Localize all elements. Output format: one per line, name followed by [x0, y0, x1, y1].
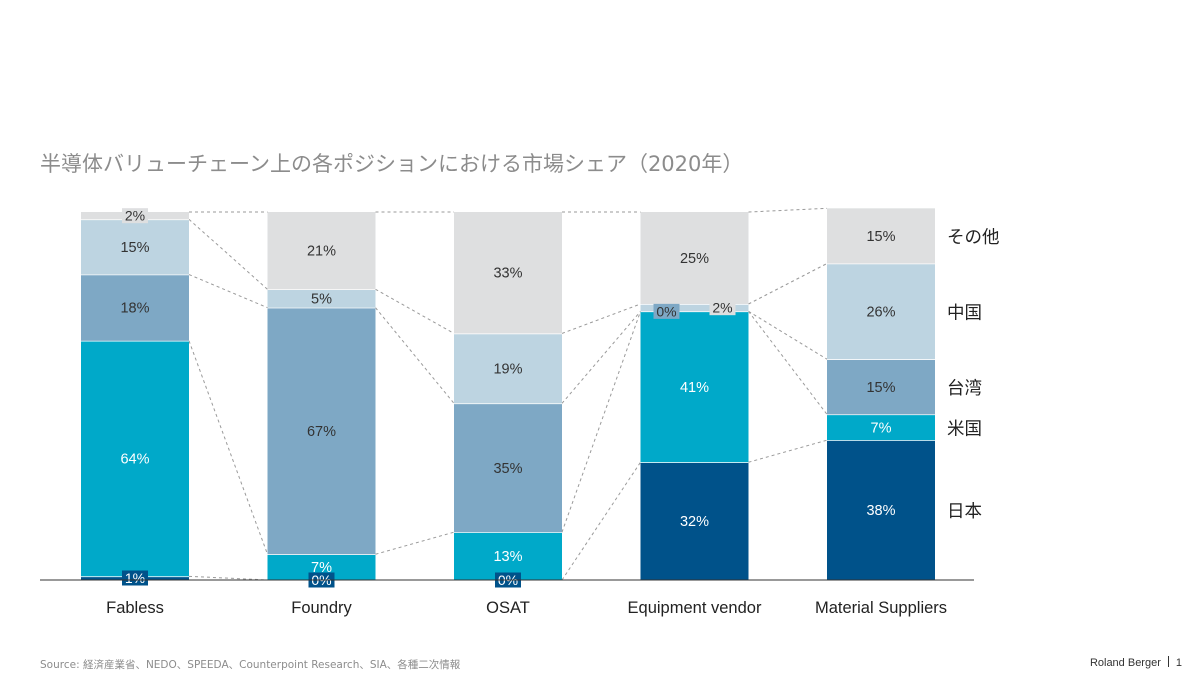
bar-segment — [640, 462, 749, 580]
connector-line — [748, 311, 828, 415]
bar-segment — [81, 340, 189, 577]
bar-segment — [827, 263, 935, 360]
data-label: 21% — [307, 244, 336, 260]
data-label: 1% — [125, 570, 145, 586]
connector-line — [375, 288, 455, 334]
data-label: 15% — [866, 380, 895, 396]
x-tick-label: Fabless — [106, 599, 164, 617]
data-label: 38% — [866, 503, 895, 519]
bar-segment — [81, 274, 189, 341]
source-note: Source: 経済産業省、NEDO、SPEEDA、Counterpoint R… — [40, 659, 461, 671]
data-label: 15% — [866, 229, 895, 245]
brand-name: Roland Berger — [1089, 657, 1161, 669]
legend: 日本 米国 台湾 中国 その他 — [947, 227, 1000, 521]
connector-lines — [188, 207, 828, 581]
connector-line — [748, 263, 828, 305]
data-label-box — [709, 300, 736, 316]
bar-segment — [267, 212, 376, 290]
data-label: 15% — [120, 240, 149, 256]
bar-segment — [454, 333, 562, 404]
data-label: 25% — [680, 251, 709, 267]
legend-entry: 米国 — [947, 418, 982, 438]
x-tick-label: Foundry — [291, 599, 352, 617]
data-label: 2% — [125, 208, 145, 224]
bar-segment — [454, 403, 562, 533]
bar-segment — [454, 212, 562, 334]
footer-divider — [1167, 656, 1169, 667]
connector-line — [561, 461, 641, 581]
bar-segment — [267, 289, 376, 308]
data-label: 7% — [871, 420, 892, 436]
data-label: 35% — [493, 461, 522, 477]
data-label-box — [653, 303, 680, 319]
data-label: 0% — [656, 303, 676, 319]
bar-segment — [454, 532, 562, 580]
connector-line — [188, 340, 268, 555]
x-tick-labels: Fabless Foundry OSAT Equipment vendor Materi… — [106, 599, 947, 617]
bar-segments — [81, 208, 935, 580]
data-labels: 1%64%18%15%2%0%7%67%5%21%0%13%35%19%33%3… — [120, 208, 895, 588]
x-tick-label: Material Suppliers — [815, 599, 947, 617]
data-label: 19% — [493, 361, 522, 377]
data-label-box — [122, 570, 148, 586]
data-label: 18% — [120, 301, 149, 317]
x-tick-label: OSAT — [486, 599, 530, 617]
bar-segment — [640, 304, 749, 312]
connector-line — [188, 575, 268, 581]
legend-entry: その他 — [947, 227, 1000, 247]
connector-line — [561, 311, 641, 404]
connector-line — [188, 274, 268, 309]
connector-line — [561, 311, 641, 533]
connector-line — [188, 218, 268, 290]
data-label: 2% — [712, 300, 732, 316]
bar-segment — [827, 440, 935, 580]
connector-line — [748, 310, 828, 360]
data-label: 13% — [493, 549, 522, 565]
data-label: 26% — [866, 304, 895, 320]
bar-segment — [827, 208, 935, 264]
connector-line — [561, 303, 641, 334]
brand-footer: Roland Berger 1 — [1090, 656, 1182, 669]
bar-segment — [827, 414, 935, 441]
data-label: 33% — [493, 266, 522, 282]
bar-segment — [640, 311, 749, 463]
data-label: 64% — [120, 452, 149, 468]
legend-entry: 台湾 — [947, 378, 982, 398]
legend-entry: 中国 — [947, 302, 982, 322]
connector-line — [375, 531, 455, 555]
legend-entry: 日本 — [947, 501, 982, 521]
data-label-box — [122, 208, 148, 224]
bar-segment — [81, 219, 189, 275]
connector-line — [748, 207, 828, 213]
connector-line — [748, 439, 828, 463]
bar-segment — [267, 307, 376, 555]
page-number: 1 — [1175, 657, 1182, 669]
data-label: 41% — [680, 380, 709, 396]
bar-segment — [640, 212, 749, 304]
data-label: 32% — [680, 514, 709, 530]
x-tick-label: Equipment vendor — [628, 599, 762, 617]
data-label: 7% — [311, 560, 332, 576]
chart-title: 半導体バリューチェーン上の各ポジションにおける市場シェア（2020年） — [40, 152, 744, 176]
data-label: 67% — [307, 424, 336, 440]
data-label: 5% — [311, 291, 332, 307]
connector-line — [375, 307, 455, 404]
bar-segment — [827, 359, 935, 415]
